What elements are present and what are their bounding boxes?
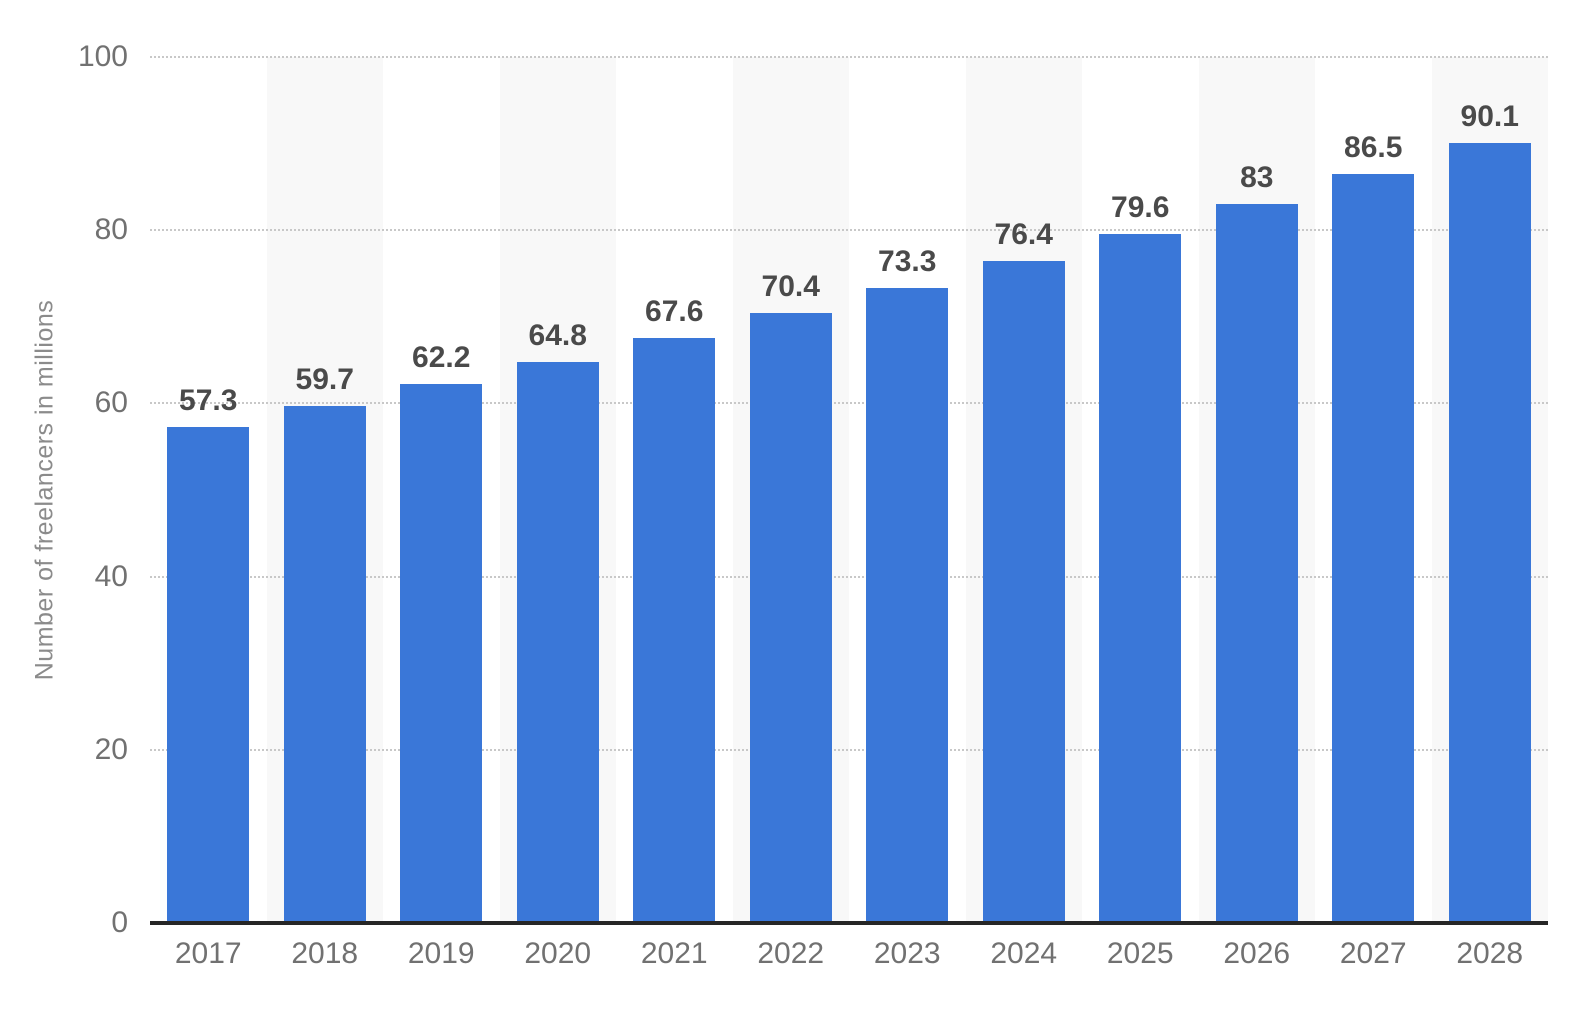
bar-2022[interactable] [749,313,832,923]
bar-value-label-2024: 76.4 [994,218,1053,252]
bar-value-label-2025: 79.6 [1111,190,1170,224]
x-axis-label-2026: 2026 [1223,937,1291,970]
y-tick-label-40: 40 [94,559,128,593]
bar-value-label-2026: 83 [1240,161,1274,195]
x-axis-label-2018: 2018 [291,937,359,970]
bar-2017[interactable] [167,426,250,923]
gridline-60 [150,402,1548,405]
bar-value-label-2020: 64.8 [528,318,587,352]
x-axis-label-2024: 2024 [990,937,1058,970]
x-axis-label-2027: 2027 [1339,937,1407,970]
y-tick-label-100: 100 [77,40,128,73]
gridline-20 [150,748,1548,751]
bar-2021[interactable] [633,337,716,923]
x-axis-label-2023: 2023 [873,937,941,970]
x-axis-label-2020: 2020 [524,937,592,970]
bar-2027[interactable] [1332,173,1415,923]
y-tick-label-0: 0 [111,906,128,939]
x-axis-label-2021: 2021 [640,937,708,970]
bar-2024[interactable] [982,261,1065,923]
gridline-80 [150,229,1548,232]
x-axis-label-2028: 2028 [1456,937,1524,970]
bar-2019[interactable] [400,384,483,923]
bar-2018[interactable] [283,406,366,923]
bar-value-label-2028: 90.1 [1460,99,1519,133]
y-tick-label-60: 60 [94,386,128,420]
x-axis-line [150,921,1548,925]
bar-2020[interactable] [516,361,599,923]
bar-value-label-2021: 67.6 [645,294,704,328]
x-axis-label-2022: 2022 [757,937,825,970]
plot-area: 57.3 59.7 62.2 64.8 67.6 70.4 73.3 76.4 79.6 83 86… [150,56,1548,925]
y-tick-label-80: 80 [94,213,128,247]
bar-2026[interactable] [1215,204,1298,923]
bars-layer: 57.3 59.7 62.2 64.8 67.6 70.4 73.3 76.4 79.6 83 86… [150,57,1548,923]
bar-value-label-2019: 62.2 [412,341,471,375]
y-tick-label-20: 20 [94,732,128,766]
bar-2023[interactable] [866,288,949,923]
bar-value-label-2017: 57.3 [179,383,238,417]
y-axis-title: Number of freelancers in millions [30,299,59,681]
bar-value-label-2018: 59.7 [295,363,354,396]
x-axis-label-2017: 2017 [174,937,242,970]
gridline-40 [150,575,1548,578]
x-axis-label-2019: 2019 [407,937,475,970]
bar-value-label-2023: 73.3 [878,245,937,279]
bar-2025[interactable] [1099,233,1182,923]
gridlines-layer [150,56,1548,923]
gridline-100 [150,56,1548,58]
bar-value-label-2022: 70.4 [761,270,820,304]
x-axis-label-2025: 2025 [1106,937,1174,970]
bar-value-label-2027: 86.5 [1344,130,1403,164]
bar-2028[interactable] [1448,142,1531,923]
